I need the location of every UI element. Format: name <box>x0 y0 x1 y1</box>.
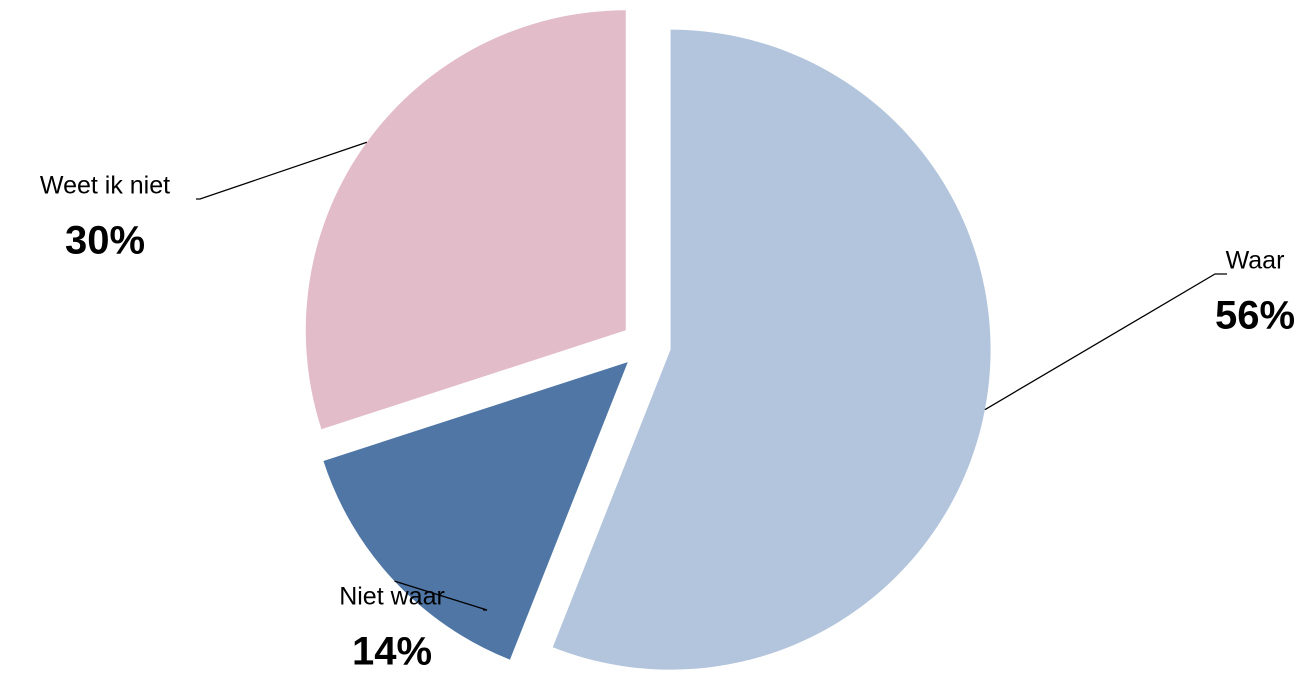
value-label: 14% <box>352 630 432 674</box>
slice-label: Waar <box>1226 247 1285 275</box>
pie-slice <box>323 362 628 660</box>
leader-line <box>196 141 368 200</box>
value-label: 30% <box>65 219 145 263</box>
slice-label: Weet ik niet <box>40 172 170 200</box>
leader-line <box>394 580 488 611</box>
slice-label: Niet waar <box>339 583 445 611</box>
leader-line <box>984 273 1227 411</box>
pie-slice <box>305 10 626 430</box>
pie-slice <box>552 29 991 670</box>
value-label: 56% <box>1215 294 1295 338</box>
